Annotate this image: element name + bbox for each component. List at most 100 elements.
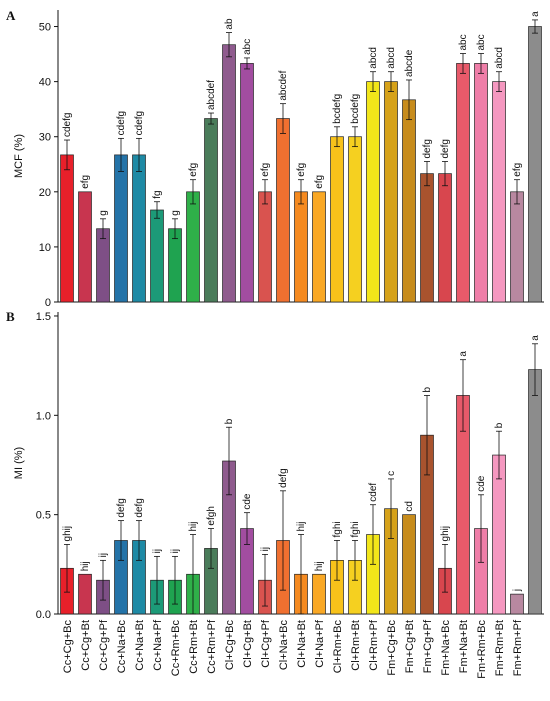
y-axis-title: MCF (%) [13, 134, 25, 178]
bar [330, 136, 344, 303]
significance-label: abcde [404, 49, 415, 77]
significance-label: cdef [368, 483, 379, 502]
significance-label: abcdef [206, 80, 217, 110]
bar [222, 44, 236, 303]
bar [312, 191, 326, 303]
bar [204, 118, 218, 303]
category-label: Fm+Na+Bt [458, 620, 470, 673]
bar [402, 514, 416, 615]
y-tick-label: 30 [39, 132, 51, 144]
category-label: Cl+Na+Pf [314, 619, 326, 668]
category-label: Cc+Rm+Bt [188, 620, 200, 674]
significance-label: hij [296, 522, 307, 532]
significance-label: ij [98, 553, 109, 557]
significance-label: cde [476, 475, 487, 492]
y-tick-label: 0 [45, 297, 51, 309]
category-label: Cl+Cg+Pf [260, 619, 272, 668]
significance-label: ij [170, 549, 181, 553]
bar [492, 81, 506, 303]
y-tick-label: 50 [39, 22, 51, 34]
significance-label: efg [80, 175, 91, 189]
category-label: Cc+Cg+Bc [62, 620, 74, 674]
significance-label: defg [278, 468, 289, 487]
bar [348, 136, 362, 303]
category-label: Fm+Rm+Bc [476, 620, 488, 679]
category-label: Cc+Na+Bc [116, 620, 128, 674]
category-label: Cc+Na+Pf [152, 619, 164, 671]
significance-label: efg [512, 163, 523, 177]
category-label: Cc+Na+Bt [134, 620, 146, 671]
significance-label: ab [224, 18, 235, 30]
category-label: Cl+Cg+Bc [224, 620, 236, 671]
significance-label: g [170, 210, 181, 216]
category-label: Cl+Rm+Bt [350, 620, 362, 671]
bar [510, 191, 524, 303]
bar [132, 154, 146, 303]
significance-label: bcdefg [332, 94, 343, 124]
significance-label: defg [440, 139, 451, 158]
significance-label: c [386, 471, 397, 476]
category-label: Cl+Rm+Bc [332, 620, 344, 674]
bar [384, 81, 398, 303]
significance-label: abc [476, 34, 487, 50]
y-tick-label: 10 [39, 242, 51, 254]
significance-label: b [494, 422, 505, 428]
significance-label: abcd [386, 47, 397, 69]
significance-label: efg [260, 163, 271, 177]
y-tick-label: 20 [39, 187, 51, 199]
bar [456, 63, 470, 303]
significance-label: bcdefg [350, 94, 361, 124]
bar [312, 573, 326, 615]
bar [258, 191, 272, 303]
category-label: Cc+Cg+Bt [80, 620, 92, 671]
category-label: Cc+Rm+Bc [170, 620, 182, 677]
panel-a-letter: A [6, 8, 16, 23]
significance-label: efg [314, 175, 325, 189]
significance-label: b [224, 418, 235, 424]
category-label: Cl+Cg+Bt [242, 620, 254, 668]
bar [420, 173, 434, 303]
bar [150, 209, 164, 303]
significance-label: defg [134, 498, 145, 517]
significance-label: abc [458, 34, 469, 50]
bar [402, 99, 416, 303]
significance-label: defg [422, 139, 433, 158]
category-label: Cl+Rm+Pf [368, 619, 380, 671]
significance-label: abcd [494, 47, 505, 69]
significance-label: ghij [440, 526, 451, 542]
category-label: Fm+Na+Bc [440, 620, 452, 676]
bar [528, 26, 542, 303]
bar [186, 191, 200, 303]
significance-label: a [458, 351, 469, 357]
significance-label: ghij [62, 526, 73, 542]
category-label: Fm+Cg+Pf [422, 619, 434, 673]
bar [366, 81, 380, 303]
significance-label: a [530, 335, 541, 341]
y-tick-label: 0.5 [36, 510, 51, 522]
category-label: Cc+Rm+Pf [206, 619, 218, 674]
significance-label: hij [80, 561, 91, 571]
significance-label: fg [152, 190, 163, 198]
category-label: Cl+Na+Bc [278, 620, 290, 671]
significance-label: ij [260, 547, 271, 551]
category-label: Fm+Cg+Bt [404, 620, 416, 673]
panel-a-chart: 0 10 20 30 40 50 MCF (%) cdefg efg g cdefg cdefg fg g… [13, 10, 544, 309]
bar [78, 191, 92, 303]
bar [438, 173, 452, 303]
bar [528, 369, 542, 615]
significance-label: defg [116, 498, 127, 517]
significance-label: efg [296, 163, 307, 177]
bar [474, 63, 488, 303]
bar [294, 191, 308, 303]
significance-label: efgh [206, 506, 217, 525]
significance-label: ij [152, 549, 163, 553]
bar [240, 63, 254, 303]
category-label: Cl+Na+Bt [296, 620, 308, 668]
y-tick-label: 40 [39, 77, 51, 89]
panel-b-chart: 0.0 0.5 1.0 1.5 MI (%) ghij hij ij defg defg ij ij h… [13, 311, 544, 621]
y-tick-label: 0.0 [36, 609, 51, 621]
y-tick-label: 1.0 [36, 410, 51, 422]
category-axis: Cc+Cg+Bc Cc+Cg+Bt Cc+Cg+Pf Cc+Na+Bc Cc+Na+Bt… [62, 619, 524, 679]
significance-label: a [530, 11, 541, 17]
